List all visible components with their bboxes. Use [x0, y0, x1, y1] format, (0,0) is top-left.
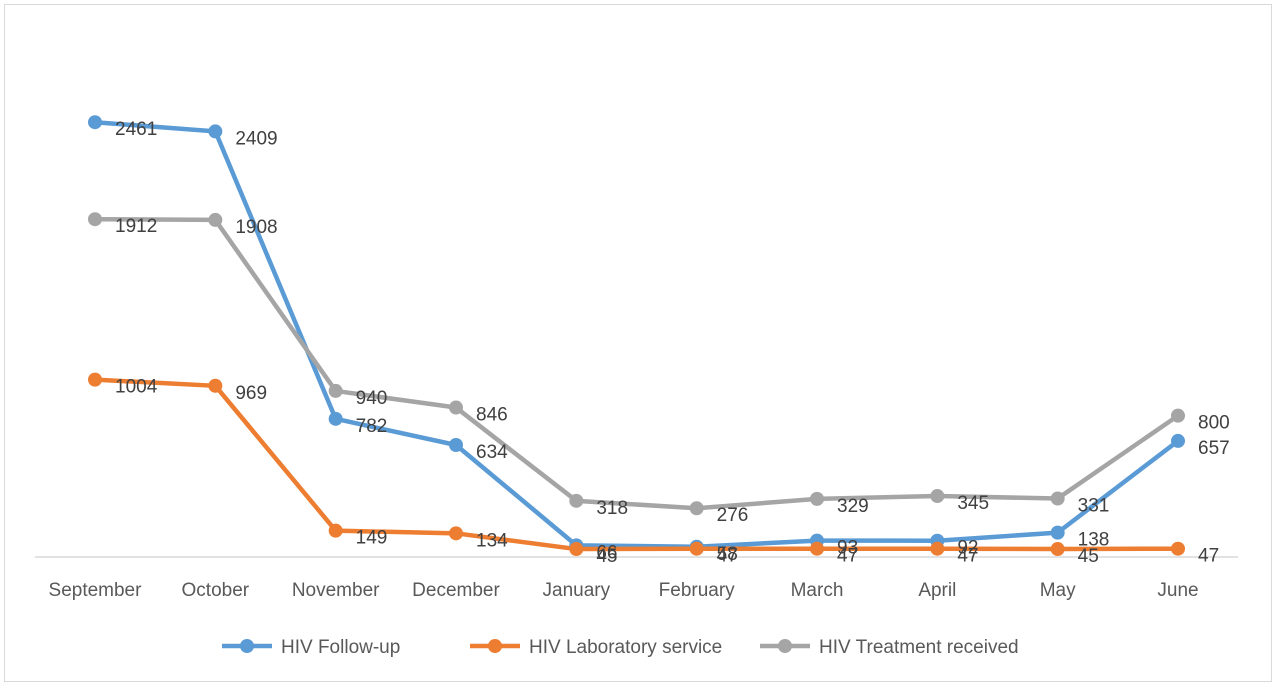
hiv-treatment-received-data-label: 276	[717, 505, 749, 526]
x-tick-label: September	[49, 580, 143, 601]
x-tick-label: December	[412, 580, 500, 601]
x-tick-label: April	[918, 580, 956, 601]
x-tick-label: October	[182, 580, 250, 601]
legend-swatch-marker	[778, 639, 792, 653]
hiv-laboratory-service-point	[88, 372, 102, 387]
legend-swatch-marker	[240, 639, 254, 653]
hiv-treatment-received-data-label: 846	[476, 405, 508, 426]
hiv-treatment-received-point	[689, 501, 704, 516]
hiv-follow-up-point	[1171, 433, 1185, 448]
hiv-treatment-received-point	[1050, 491, 1065, 506]
hiv-follow-up-data-label: 657	[1198, 438, 1230, 459]
hiv-laboratory-service-data-label: 47	[837, 546, 858, 567]
hiv-treatment-received-point	[810, 491, 824, 506]
hiv-treatment-received-point	[449, 400, 463, 415]
hiv-follow-up-data-label: 2461	[115, 119, 157, 140]
hiv-treatment-received-point	[328, 383, 343, 398]
hiv-treatment-received-data-label: 318	[596, 498, 628, 519]
legend-swatch-marker	[488, 639, 502, 653]
x-tick-label: February	[659, 580, 736, 601]
hiv-follow-up-point	[208, 124, 223, 139]
x-tick-label: May	[1040, 580, 1076, 601]
hiv-laboratory-service-data-label: 134	[476, 530, 508, 551]
hiv-treatment-received-data-label: 329	[837, 496, 869, 517]
hiv-laboratory-service-data-label: 47	[957, 546, 978, 567]
series-lines	[92, 119, 1181, 552]
hiv-laboratory-service-data-label: 47	[717, 546, 738, 567]
hiv-follow-up-point	[449, 437, 463, 452]
legend-label: HIV Laboratory service	[529, 637, 722, 658]
hiv-treatment-received-data-label: 800	[1198, 413, 1230, 434]
hiv-treatment-received-data-label: 940	[356, 388, 388, 409]
hiv-follow-up-point	[1050, 525, 1065, 540]
hiv-treatment-received-point	[208, 212, 223, 227]
legend-item-hiv-treatment-received: HIV Treatment received	[760, 637, 1019, 658]
data-labels: 2461 2409 782 634 66 58 93 92 138 657 1004 969 149 13…	[115, 119, 1230, 567]
hiv-laboratory-service-data-label: 149	[356, 528, 388, 549]
hiv-laboratory-service-point	[1050, 542, 1065, 557]
hiv-follow-up-data-label: 2409	[235, 128, 277, 149]
hiv-laboratory-service-point	[930, 541, 945, 556]
x-axis-ticks: September October November December January F…	[49, 580, 1199, 601]
hiv-laboratory-service-point	[810, 541, 824, 556]
hiv-laboratory-service-data-label: 47	[1198, 546, 1219, 567]
series-points	[88, 115, 1185, 557]
hiv-treatment-received-data-label: 331	[1078, 496, 1110, 517]
hiv-laboratory-service-data-label: 1004	[115, 377, 158, 398]
legend-item-hiv-follow-up: HIV Follow-up	[222, 637, 400, 658]
hiv-laboratory-service-point	[328, 523, 343, 538]
hiv-treatment-received-point	[930, 489, 945, 504]
hiv-treatment-received-point	[1171, 408, 1185, 423]
hiv-laboratory-service-data-label: 45	[1078, 546, 1099, 567]
x-tick-label: November	[292, 580, 380, 601]
hiv-follow-up-data-label: 782	[356, 416, 388, 437]
hiv-follow-up-point	[88, 115, 102, 130]
hiv-treatment-received-point	[88, 212, 102, 227]
x-tick-label: June	[1157, 580, 1198, 601]
hiv-laboratory-service-point	[689, 541, 704, 556]
hiv-follow-up-data-label: 58	[717, 544, 738, 565]
hiv-treatment-received-data-label: 1908	[235, 217, 277, 238]
hiv-follow-up-data-label: 634	[476, 442, 508, 463]
hiv-laboratory-service-point	[449, 526, 463, 541]
legend: HIV Follow-up HIV Laboratory service HIV T…	[222, 637, 1019, 658]
x-tick-label: January	[543, 580, 611, 601]
hiv-follow-up-data-label: 138	[1078, 530, 1110, 551]
hiv-laboratory-service-point	[569, 542, 584, 557]
legend-label: HIV Follow-up	[281, 637, 400, 658]
hiv-laboratory-service-line	[92, 377, 1181, 552]
hiv-follow-up-line	[92, 119, 1181, 550]
hiv-laboratory-service-point	[1171, 541, 1185, 556]
hiv-laboratory-service-data-label: 969	[235, 383, 267, 404]
legend-label: HIV Treatment received	[819, 637, 1019, 658]
hiv-follow-up-data-label: 92	[957, 538, 978, 559]
legend-item-hiv-laboratory-service: HIV Laboratory service	[470, 637, 722, 658]
hiv-follow-up-data-label: 93	[837, 538, 858, 559]
hiv-treatment-received-point	[569, 493, 584, 508]
chart-frame	[4, 4, 1272, 682]
hiv-treatment-received-data-label: 345	[957, 493, 989, 514]
x-tick-label: March	[791, 580, 844, 601]
hiv-treatment-received-line	[92, 216, 1181, 511]
hiv-treatment-received-data-label: 1912	[115, 216, 157, 237]
hiv-laboratory-service-data-label: 45	[596, 546, 617, 567]
hiv-laboratory-service-point	[208, 378, 223, 393]
hiv-follow-up-data-label: 66	[596, 542, 617, 563]
hiv-follow-up-point	[328, 411, 343, 426]
